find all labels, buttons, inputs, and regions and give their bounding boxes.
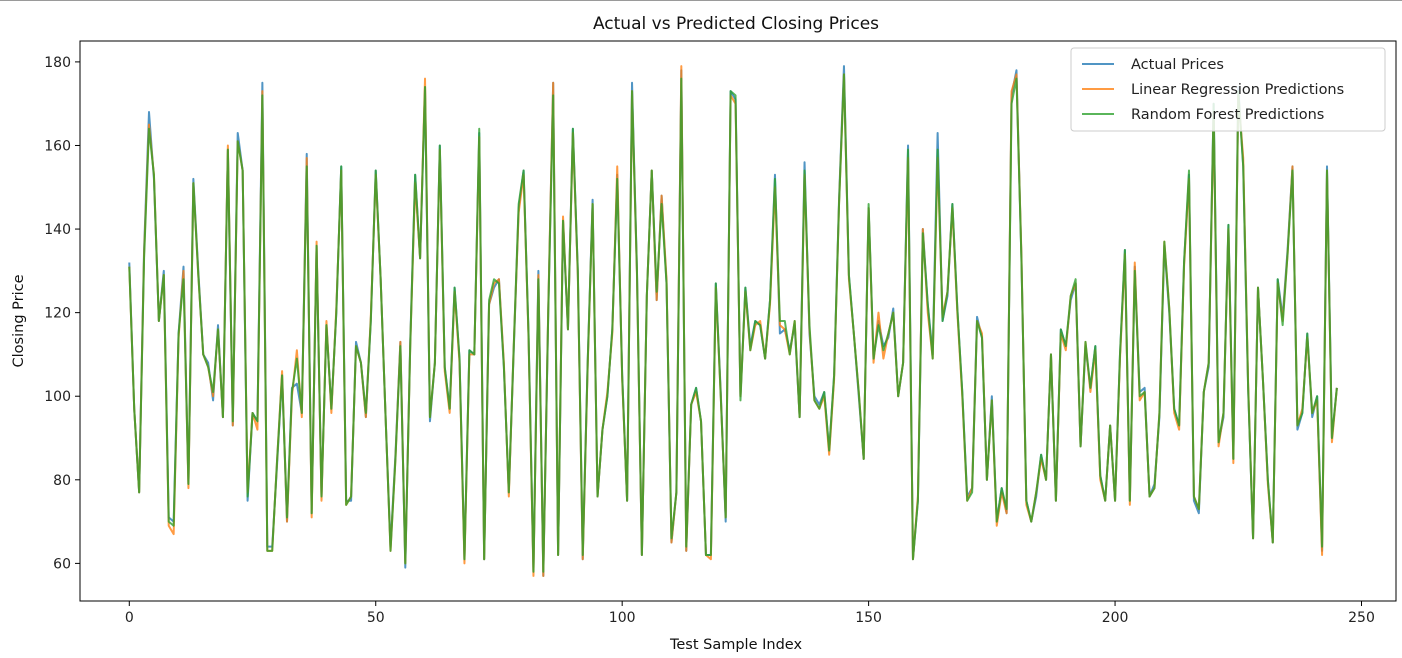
plot-area bbox=[79, 40, 1397, 602]
series-line-1 bbox=[128, 65, 1338, 577]
x-axis-label: Test Sample Index bbox=[669, 637, 802, 653]
y-tick-label: 60 bbox=[53, 556, 71, 572]
legend-label-2: Random Forest Predictions bbox=[1131, 107, 1324, 123]
legend-label-1: Linear Regression Predictions bbox=[1131, 82, 1344, 98]
y-tick-label: 80 bbox=[53, 473, 71, 489]
y-tick-label: 160 bbox=[44, 138, 71, 154]
y-tick-label: 140 bbox=[44, 222, 71, 238]
series-layer bbox=[128, 65, 1338, 577]
legend-box bbox=[1070, 47, 1386, 132]
y-axis: 60 80 100 120 140 160 180 bbox=[44, 55, 80, 572]
x-tick-label: 50 bbox=[367, 610, 385, 626]
x-tick-label: 100 bbox=[609, 610, 636, 626]
x-tick-label: 250 bbox=[1348, 610, 1375, 626]
y-tick-label: 100 bbox=[44, 389, 71, 405]
legend: Actual Prices Linear Regression Predictio… bbox=[1070, 47, 1386, 132]
y-tick-label: 120 bbox=[44, 306, 71, 322]
x-tick-label: 0 bbox=[125, 610, 134, 626]
series-line-2 bbox=[128, 73, 1338, 573]
x-tick-label: 200 bbox=[1102, 610, 1129, 626]
chart-title: Actual vs Predicted Closing Prices bbox=[593, 14, 879, 34]
legend-label-0: Actual Prices bbox=[1131, 57, 1224, 73]
y-axis-label: Closing Price bbox=[11, 274, 27, 367]
x-tick-label: 150 bbox=[855, 610, 882, 626]
y-tick-label: 180 bbox=[44, 55, 71, 71]
x-axis: 0 50 100 150 200 250 bbox=[125, 601, 1375, 626]
